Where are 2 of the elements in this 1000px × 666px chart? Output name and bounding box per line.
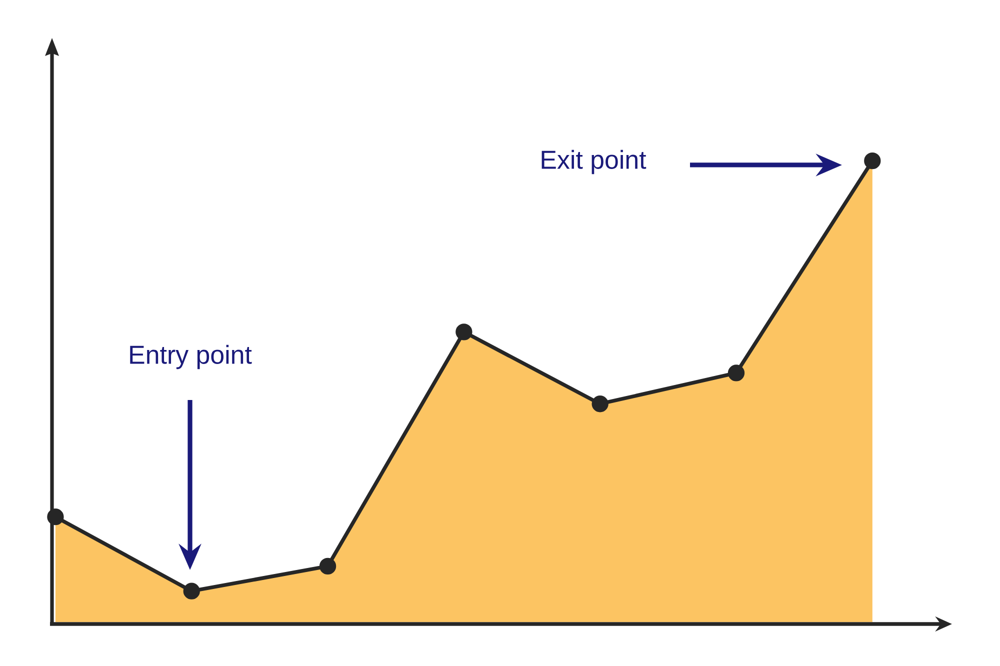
annotation: Exit point — [542, 150, 646, 174]
annotation: Entry point — [130, 344, 252, 370]
